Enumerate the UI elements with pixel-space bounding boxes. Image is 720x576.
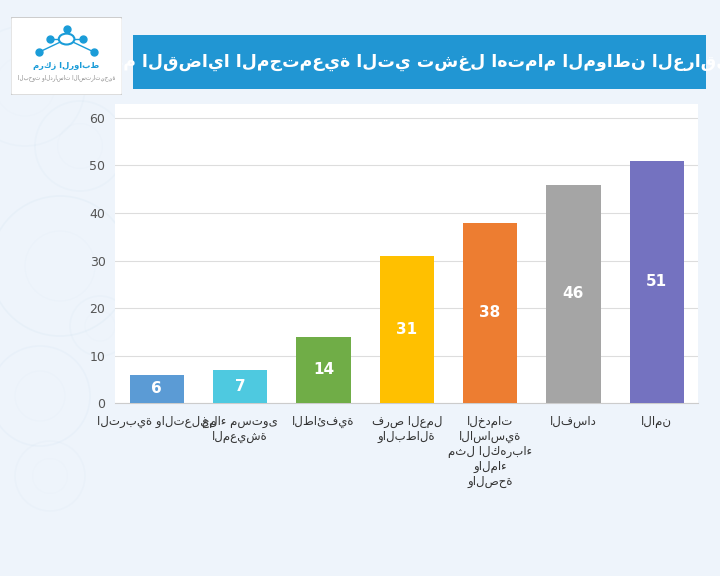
Text: 7: 7 [235, 379, 246, 394]
Text: مركز الروابط: مركز الروابط [33, 61, 100, 70]
Text: أهم القضايا المجتمعية التي تشغل اهتمام المواطن العراقي: أهم القضايا المجتمعية التي تشغل اهتمام ا… [107, 51, 720, 73]
Text: 31: 31 [396, 322, 418, 337]
Text: 46: 46 [563, 286, 584, 301]
FancyBboxPatch shape [11, 17, 122, 95]
Text: 38: 38 [480, 305, 500, 320]
Bar [297, 336, 351, 403]
Circle shape [59, 33, 74, 44]
Bar [213, 370, 267, 403]
Text: البحوث والدراسات الاستراتيجية: البحوث والدراسات الاستراتيجية [18, 74, 115, 81]
Text: 6: 6 [151, 381, 162, 396]
Text: 51: 51 [646, 275, 667, 290]
Bar [130, 374, 184, 403]
FancyBboxPatch shape [110, 32, 720, 92]
Bar [546, 184, 600, 403]
Bar [463, 222, 517, 403]
Bar [379, 256, 434, 403]
Text: 14: 14 [313, 362, 334, 377]
Bar [630, 161, 684, 403]
